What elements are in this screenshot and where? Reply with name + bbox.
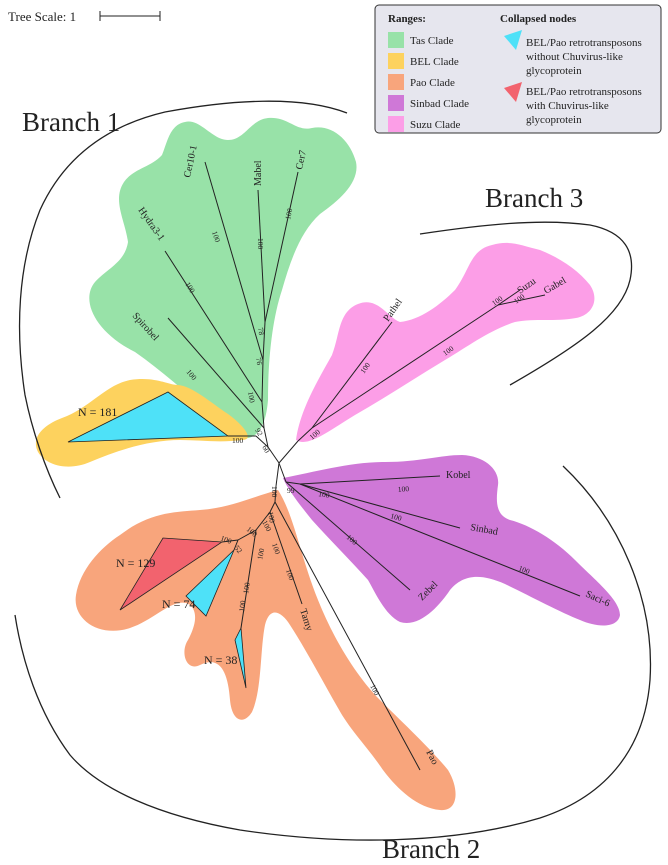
branch-3-label: Branch 3 [485, 183, 583, 213]
bootstrap-value: 60 [260, 444, 272, 455]
legend-label-bel: BEL Clade [410, 56, 459, 68]
bootstrap-value: 100 [237, 600, 248, 613]
legend-label-suzu: Suzu Clade [410, 119, 461, 131]
bootstrap-value: 100 [397, 484, 409, 494]
legend-collapsed-red-line2: with Chuvirus-like [526, 100, 609, 112]
count-pao-cyan-38: N = 38 [204, 653, 237, 667]
legend-swatch-pao [388, 74, 404, 90]
legend-label-sinbad: Sinbad Clade [410, 98, 469, 110]
bootstrap-value: 100 [266, 511, 277, 524]
legend-swatch-suzu [388, 116, 404, 132]
bootstrap-value: 100 [255, 547, 266, 560]
bel-collapsed-triangle [67, 391, 230, 443]
legend-triangle-red [504, 82, 522, 102]
count-pao-red: N = 129 [116, 556, 155, 570]
legend-collapsed-cyan-line2: without Chuvirus-like [526, 51, 623, 63]
legend-collapsed-cyan-line3: glycoprotein [526, 65, 582, 77]
bootstrap-value: 52 [232, 544, 244, 556]
sinbad-clade-range [283, 455, 620, 626]
leaf-label-sinbad: Sinbad [469, 522, 498, 538]
legend-collapsed-red-line3: glycoprotein [526, 114, 582, 126]
legend-triangle-cyan [504, 30, 522, 50]
pao-collapsed-triangle-cyan-74 [185, 549, 235, 617]
branch-2-arc [14, 465, 652, 841]
pao-collapsed-triangle-red [119, 537, 224, 611]
bootstrap-value: 100 [219, 533, 233, 545]
bootstrap-value: 100 [270, 542, 282, 556]
branch-3-arc [419, 221, 633, 386]
bootstrap-value: 100 [256, 238, 265, 250]
bootstrap-value: 100 [246, 391, 257, 404]
bootstrap-value: 99 [287, 486, 295, 495]
bootstrap-value: 100 [284, 568, 296, 582]
leaf-label-cer7: Cer7 [294, 149, 309, 170]
count-pao-cyan-74: N = 74 [162, 597, 195, 611]
branch-2-label: Branch 2 [382, 834, 480, 864]
branch-1-arc [18, 100, 348, 499]
bootstrap-value: 100 [241, 581, 252, 594]
bootstrap-value: 78 [256, 327, 266, 336]
bootstrap-value: 100 [318, 489, 331, 500]
tree-scale: Tree Scale: 1 [8, 9, 161, 24]
legend: Ranges: Collapsed nodes Tas Clade BEL Cl… [374, 4, 662, 134]
legend-box [374, 4, 662, 134]
bootstrap-values: 100 100 100 100 78 76 100 100 92 60 100 … [183, 207, 531, 697]
bootstrap-value: 92 [253, 427, 265, 438]
legend-collapsed-red-line1: BEL/Pao retrotransposons [526, 86, 642, 98]
legend-swatch-tas [388, 32, 404, 48]
legend-collapsed-cyan-line1: BEL/Pao retrotransposons [526, 37, 642, 49]
bootstrap-value: 76 [254, 357, 264, 366]
suzu-clade-range [296, 242, 595, 442]
bootstrap-value: 100 [389, 511, 402, 523]
legend-label-pao: Pao Clade [410, 77, 455, 89]
leaf-label-mabel: Mabel [253, 160, 264, 186]
legend-label-tas: Tas Clade [410, 35, 454, 47]
leaf-label-kobel: Kobel [446, 470, 471, 481]
bootstrap-value: 100 [517, 564, 531, 577]
tree-scale-label: Tree Scale: 1 [8, 9, 76, 24]
branch-1-label: Branch 1 [22, 107, 120, 137]
pao-collapsed-triangle-cyan-38 [234, 626, 247, 689]
legend-swatch-bel [388, 53, 404, 69]
bootstrap-value: 100 [210, 230, 222, 244]
bootstrap-value: 100 [232, 436, 244, 445]
tree-branches [164, 161, 581, 771]
legend-ranges-title: Ranges: [388, 13, 426, 25]
count-bel-collapsed: N = 181 [78, 405, 117, 419]
leaf-label-pathel: Pathel [381, 297, 404, 324]
bootstrap-value: 100 [270, 486, 279, 498]
legend-swatch-sinbad [388, 95, 404, 111]
bootstrap-value: 100 [283, 207, 294, 220]
legend-collapsed-title: Collapsed nodes [500, 13, 577, 25]
tas-clade-range [89, 117, 357, 439]
